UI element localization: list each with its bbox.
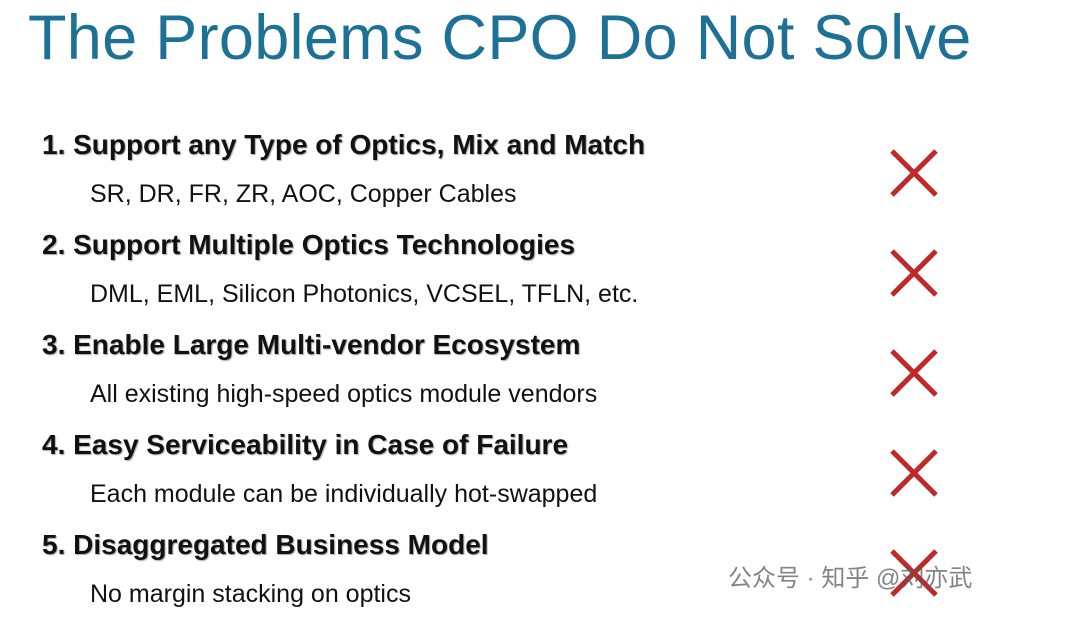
item-heading: 1. Support any Type of Optics, Mix and M… (42, 129, 646, 160)
item-detail: SR, DR, FR, ZR, AOC, Copper Cables (90, 180, 517, 208)
watermark: 公众号 · 知乎 @刘亦武 (728, 565, 973, 592)
cross-mark (888, 547, 940, 599)
cross-mark (888, 247, 940, 299)
item-detail: No margin stacking on optics (90, 580, 411, 608)
item-detail: Each module can be individually hot-swap… (90, 480, 598, 508)
cross-mark (888, 347, 940, 399)
item-heading: 3. Enable Large Multi-vendor Ecosystem (42, 329, 581, 360)
cross-icon (890, 249, 938, 297)
cross-icon (890, 449, 938, 497)
item-detail: All existing high-speed optics module ve… (90, 380, 598, 408)
cross-mark (888, 447, 940, 499)
item-detail: DML, EML, Silicon Photonics, VCSEL, TFLN… (90, 280, 639, 308)
item-heading: 4. Easy Serviceability in Case of Failur… (42, 429, 569, 460)
cross-icon (890, 349, 938, 397)
slide-title: The Problems CPO Do Not Solve (28, 3, 972, 73)
item-heading: 2. Support Multiple Optics Technologies (42, 229, 576, 260)
cross-mark (888, 147, 940, 199)
item-heading: 5. Disaggregated Business Model (42, 529, 489, 560)
cross-icon (890, 549, 938, 597)
cross-icon (890, 149, 938, 197)
